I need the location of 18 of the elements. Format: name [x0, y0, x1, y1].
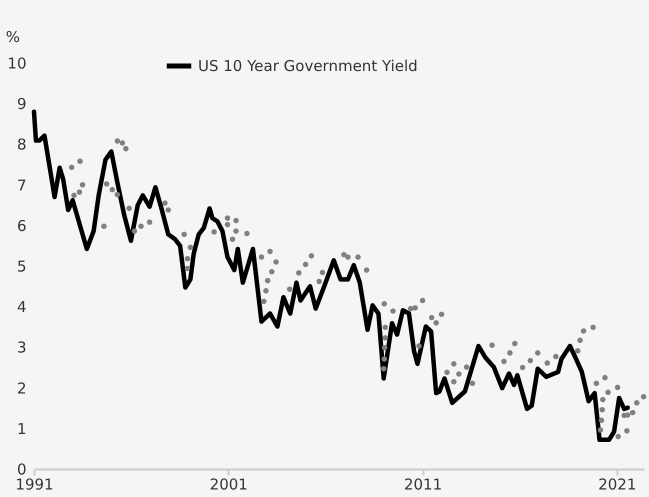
x-tick-label: 1991: [15, 476, 54, 494]
x-tick-label: 2001: [210, 476, 248, 494]
line-series: [32, 109, 630, 442]
y-tick-label: 2: [16, 379, 26, 398]
x-tick-label: 2021: [598, 476, 636, 494]
y-tick-label: 6: [16, 216, 26, 235]
y-axis-title: %: [6, 28, 20, 46]
legend-label: US 10 Year Government Yield: [198, 57, 418, 75]
y-tick-label: 3: [16, 338, 26, 357]
y-tick-label: 8: [16, 136, 26, 154]
y-tick-label: 7: [16, 176, 26, 194]
y-tick-label: 1: [16, 420, 26, 438]
y-tick-label: 5: [16, 258, 26, 276]
y-tick-label: 10: [7, 54, 26, 72]
y-tick-label: 4: [16, 298, 26, 316]
y-tick-label: 9: [16, 95, 26, 114]
y-tick-label: 0: [16, 460, 26, 478]
x-tick-label: 2011: [404, 476, 442, 494]
